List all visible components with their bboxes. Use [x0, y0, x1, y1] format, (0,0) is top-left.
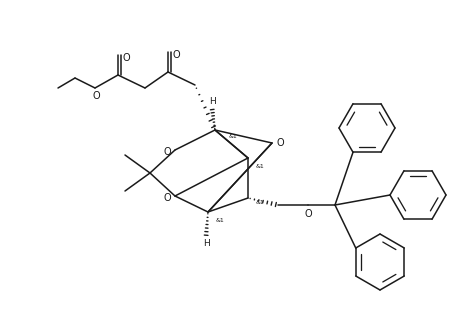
- Text: O: O: [163, 147, 171, 157]
- Text: O: O: [276, 138, 284, 148]
- Text: O: O: [304, 209, 312, 219]
- Text: O: O: [122, 53, 130, 63]
- Text: O: O: [92, 91, 100, 101]
- Text: &1: &1: [228, 134, 238, 138]
- Text: H: H: [203, 239, 209, 249]
- Text: &1: &1: [256, 163, 265, 168]
- Text: O: O: [163, 193, 171, 203]
- Text: H: H: [209, 98, 215, 106]
- Text: &1: &1: [256, 201, 265, 206]
- Text: &1: &1: [216, 218, 224, 223]
- Text: O: O: [172, 50, 180, 60]
